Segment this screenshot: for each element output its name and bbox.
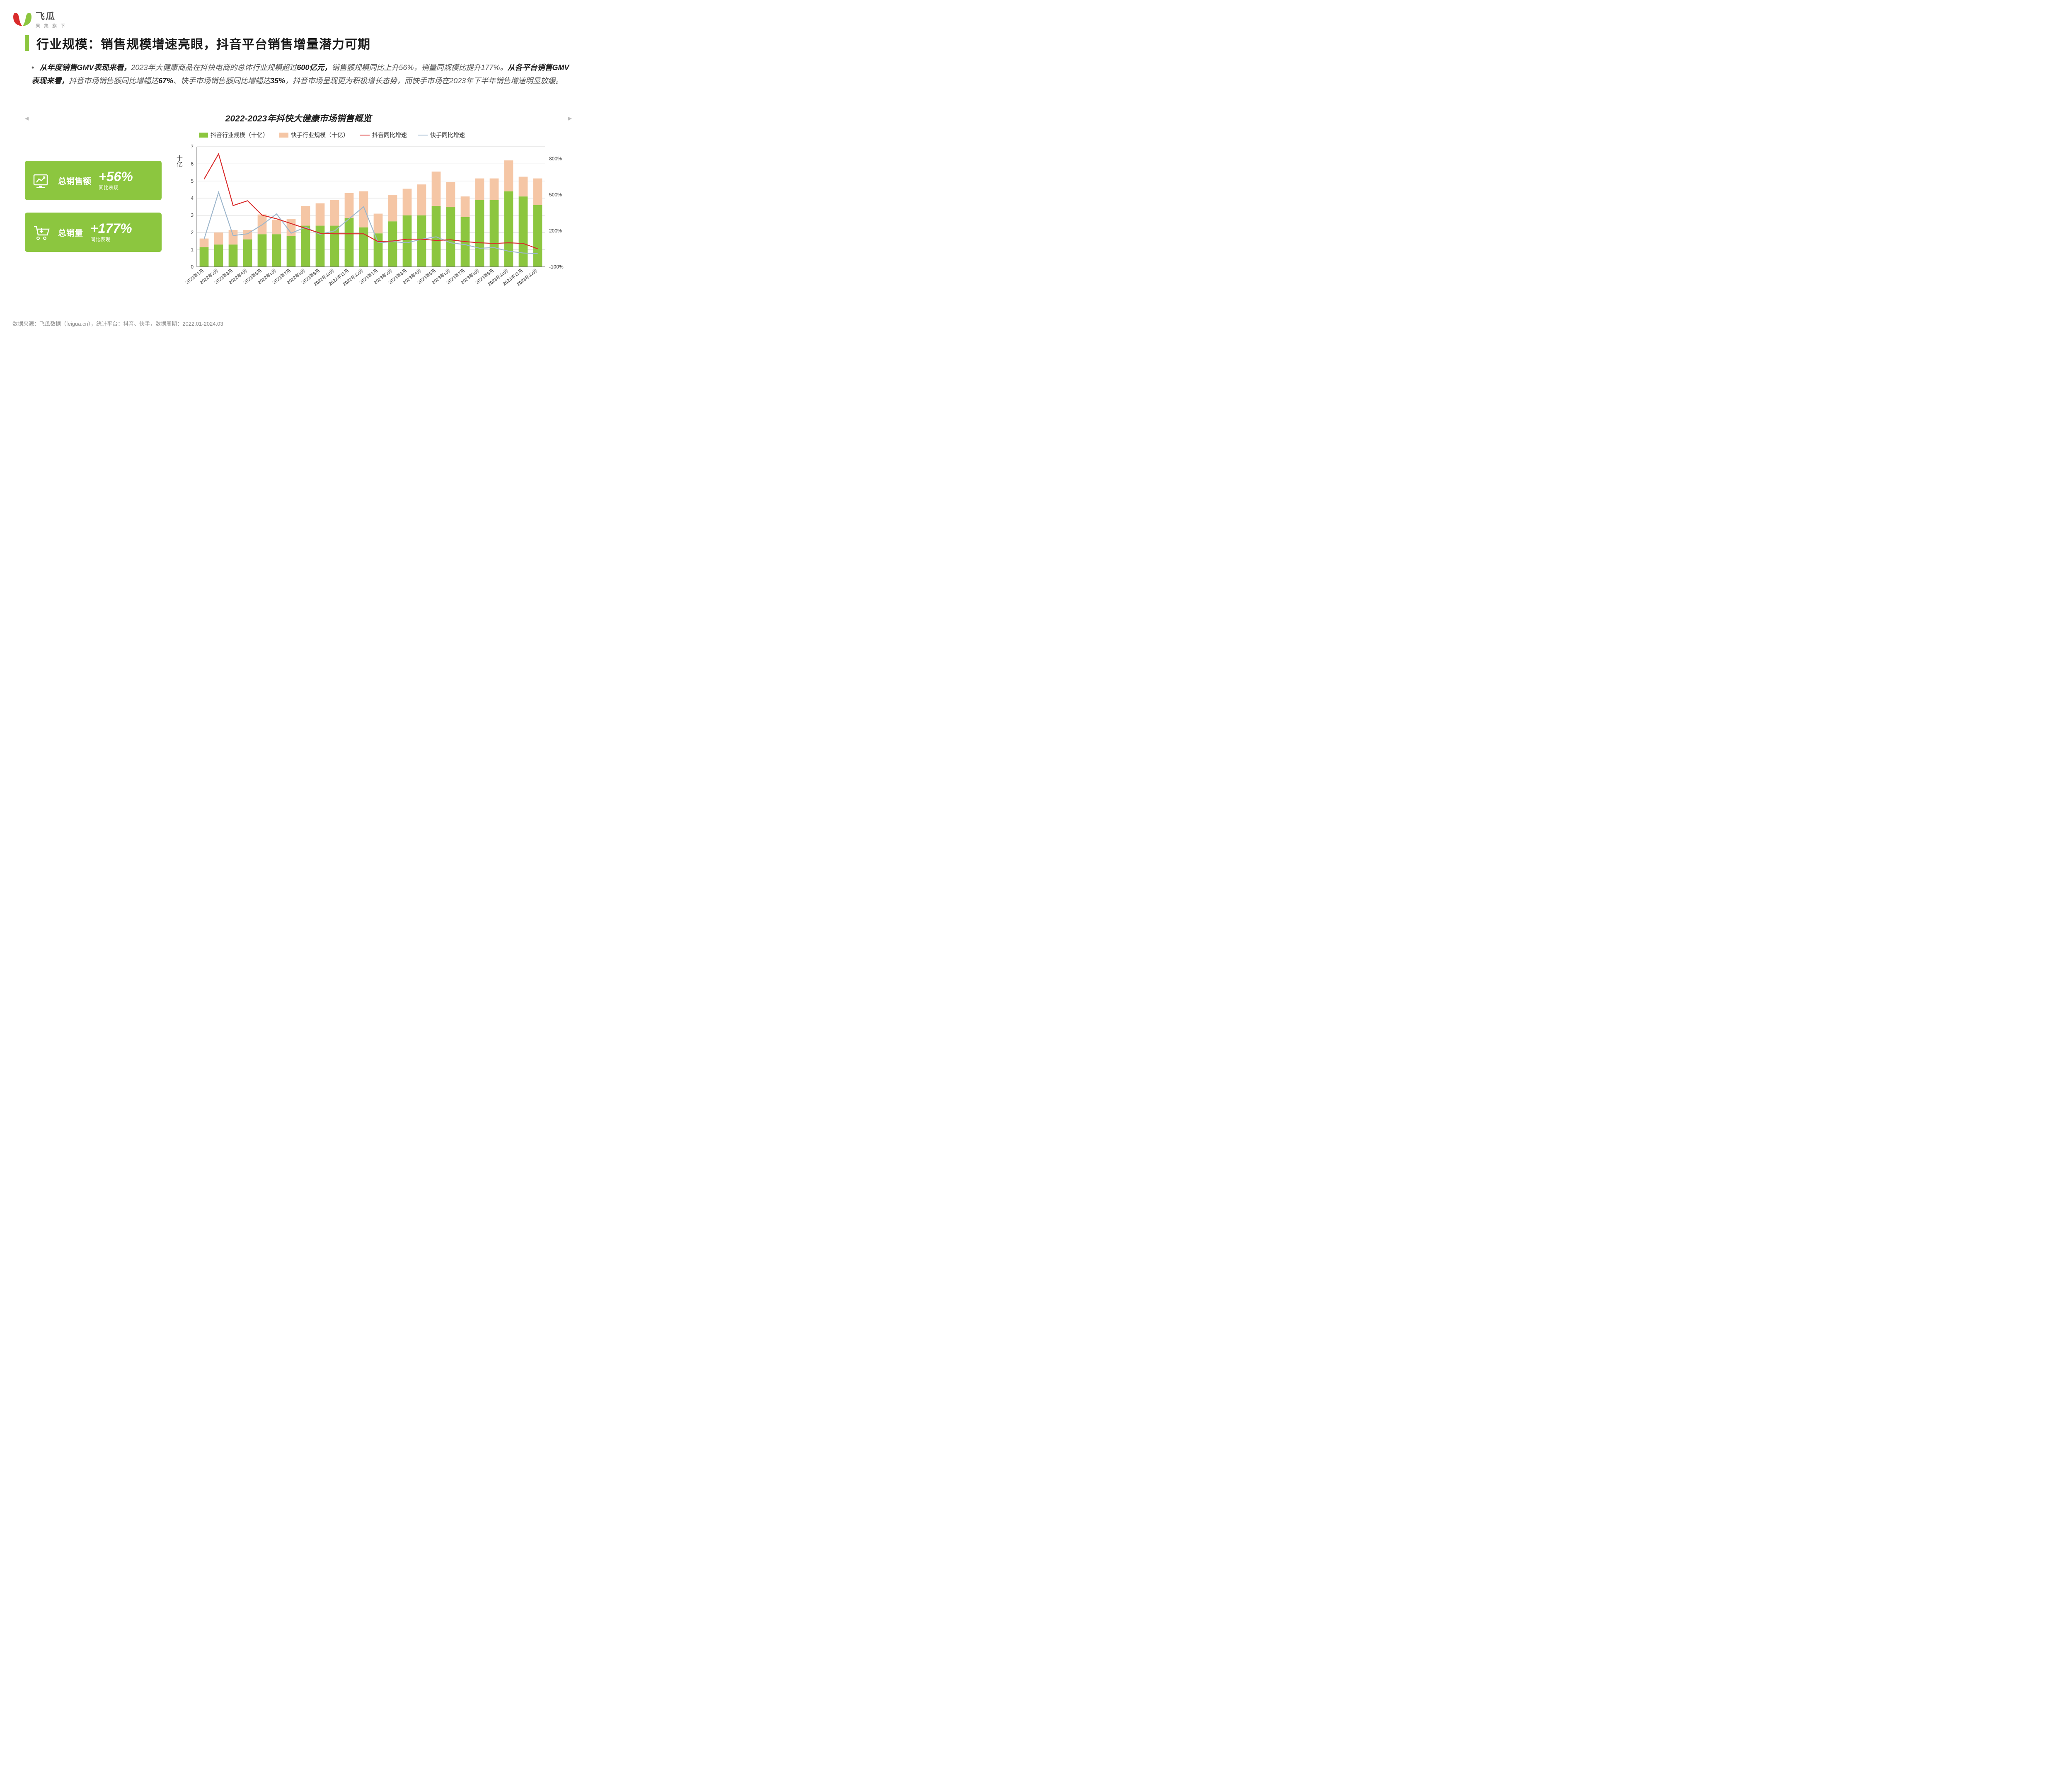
logo-text: 飞瓜 (36, 9, 66, 22)
svg-text:200%: 200% (549, 228, 562, 234)
body-bold-1: 从年度销售GMV表现来看， (39, 63, 131, 72)
logo: 飞瓜 果 集 旗 下 (12, 9, 66, 29)
svg-text:3: 3 (191, 213, 194, 218)
body-seg-5: ，抖音市场呈现更为积极增长态势，而快手市场在2023年下半年销售增速明显放缓。 (285, 77, 563, 85)
legend-label: 快手行业规模（十亿） (291, 131, 349, 139)
svg-text:4: 4 (191, 195, 194, 201)
title-accent (25, 35, 29, 51)
svg-text:7: 7 (191, 144, 194, 150)
logo-mark-icon (12, 11, 32, 27)
legend-box-douyin (199, 133, 208, 138)
svg-text:1: 1 (191, 247, 194, 253)
chart-area: 十亿 01234567-100%200%500%800%2022年1月2022年… (174, 143, 572, 292)
svg-text:500%: 500% (549, 192, 562, 198)
legend-line-douyin (360, 135, 370, 136)
chart-svg: 01234567-100%200%500%800%2022年1月2022年2月2… (174, 143, 572, 292)
legend-box-kuaishou (279, 133, 288, 138)
stat-card-volume: 总销量 +177% 同比表现 (25, 213, 162, 252)
body-seg-1: 2023年大健康商品在抖快电商的总体行业规模超过 (131, 63, 297, 72)
svg-text:-100%: -100% (549, 264, 564, 270)
body-bold-num: 600亿元， (297, 63, 332, 72)
svg-text:5: 5 (191, 178, 194, 184)
page-title: 行业规模：销售规模增速亮眼，抖音平台销售增量潜力可期 (36, 34, 370, 52)
volume-icon (32, 223, 51, 242)
svg-text:6: 6 (191, 161, 194, 167)
body-bold-3: 67% (158, 77, 173, 85)
body-seg-3: 抖音市场销售额同比增幅达 (69, 77, 158, 85)
body-bold-4: 35% (270, 77, 285, 85)
svg-text:800%: 800% (549, 156, 562, 162)
stat-sub: 同比表现 (99, 184, 119, 191)
stat-sub: 同比表现 (90, 236, 110, 243)
svg-text:2: 2 (191, 230, 194, 235)
legend-label: 快手同比增速 (430, 131, 465, 139)
legend-label: 抖音行业规模（十亿） (211, 131, 269, 139)
stat-value: +56% (99, 170, 133, 183)
logo-subtext: 果 集 旗 下 (36, 22, 66, 29)
sales-icon (32, 172, 51, 190)
stat-cards: 总销售额 +56% 同比表现 总销量 +177% 同比表现 (25, 161, 162, 252)
stat-label: 总销售额 (58, 174, 91, 186)
legend-line-kuaishou (418, 135, 428, 136)
page-title-bar: 行业规模：销售规模增速亮眼，抖音平台销售增量潜力可期 (25, 34, 370, 52)
body-seg-2: 销售额规模同比上升56%，销量同规模比提升177%。 (332, 63, 507, 72)
arrow-decoration: ◂▸ (25, 114, 572, 123)
stat-card-sales: 总销售额 +56% 同比表现 (25, 161, 162, 200)
chart-legend: 抖音行业规模（十亿） 快手行业规模（十亿） 抖音同比增速 快手同比增速 (199, 131, 465, 139)
body-seg-4: 、快手市场销售额同比增幅达 (173, 77, 270, 85)
y-axis-label: 十亿 (175, 155, 184, 167)
body-paragraph: • 从年度销售GMV表现来看，2023年大健康商品在抖快电商的总体行业规模超过6… (31, 61, 572, 87)
stat-label: 总销量 (58, 226, 83, 238)
svg-text:0: 0 (191, 264, 194, 270)
legend-label: 抖音同比增速 (372, 131, 407, 139)
footer-source: 数据来源：飞瓜数据（feigua.cn），统计平台：抖音、快手，数据周期：202… (12, 319, 223, 327)
stat-value: +177% (90, 222, 132, 235)
